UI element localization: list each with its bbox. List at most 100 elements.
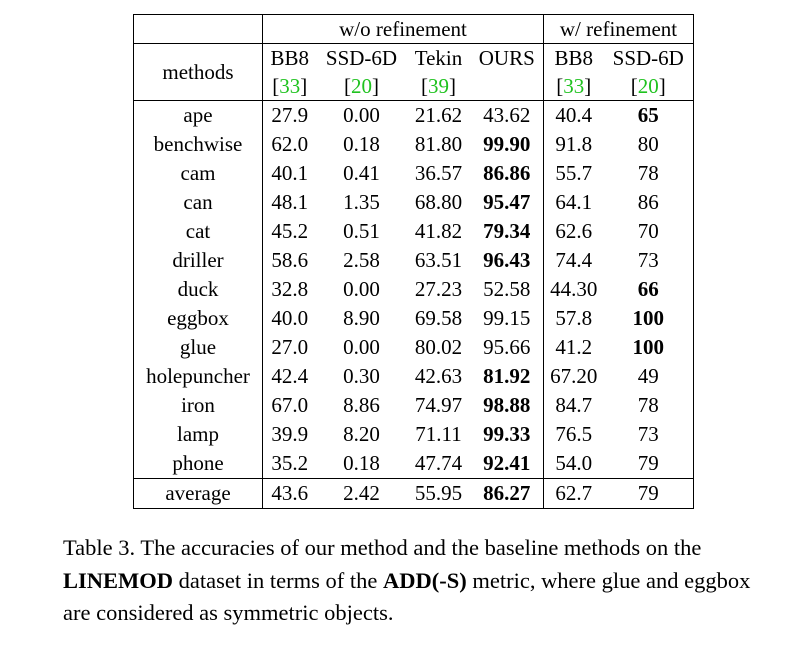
results-table: w/o refinement w/ refinement methods BB8 SSD… [133, 14, 694, 509]
value-cell: 81.80 [414, 132, 463, 156]
caption-text: Table 3. The accuracies of our method an… [63, 535, 702, 560]
method-label: holepuncher [133, 362, 263, 391]
data-row: ape 27.9 0.00 21.62 43.62 40.4 65 [133, 100, 694, 130]
value-cell: 21.62 [414, 103, 463, 127]
column-name: BB8 [270, 46, 309, 70]
value-cell: 0.00 [343, 103, 380, 127]
value-cell: 48.1 [271, 190, 309, 214]
value-cell: 100 [603, 304, 694, 333]
value-cell: 62.7 [543, 478, 604, 509]
value-cell: 62.6 [555, 219, 593, 243]
method-label: lamp [133, 420, 263, 449]
value-cell: 8.90 [343, 306, 380, 330]
value-cell: 76.5 [555, 422, 593, 446]
empty-cell [133, 14, 263, 44]
cite-bracket: [ [556, 74, 564, 98]
value-cell: 80.02 [414, 335, 463, 359]
column-name: OURS [470, 43, 544, 72]
value-cell: 80 [603, 130, 694, 159]
value-cell: 44.30 [550, 277, 598, 301]
value-cell: 81.92 [470, 362, 544, 391]
value-cell: 79 [603, 449, 694, 479]
value-cell: 43.62 [470, 100, 544, 130]
value-cell: 74.97 [414, 393, 463, 417]
value-cell: 39.9 [271, 422, 309, 446]
value-cell: 55.7 [555, 161, 593, 185]
cite-number: 33 [279, 74, 301, 98]
column-cite [470, 72, 544, 101]
value-cell: 0.00 [343, 277, 380, 301]
column-cite: [33] [543, 72, 604, 101]
method-label: average [133, 478, 263, 509]
value-cell: 0.00 [343, 335, 380, 359]
method-label: ape [133, 100, 263, 130]
value-cell: 52.58 [470, 275, 544, 304]
data-row: benchwise 62.0 0.18 81.80 99.90 91.8 80 [133, 130, 694, 159]
cite-number: 20 [351, 74, 372, 98]
data-row: cam 40.1 0.41 36.57 86.86 55.7 78 [133, 159, 694, 188]
cite-bracket: ] [372, 74, 379, 98]
value-cell: 42.4 [271, 364, 309, 388]
method-label: cam [133, 159, 263, 188]
value-cell: 41.82 [414, 219, 463, 243]
header-row: methods BB8 SSD-6D Tekin OURS BB8 SSD-6D [133, 43, 694, 101]
cite-bracket: [ [344, 74, 351, 98]
method-label: driller [133, 246, 263, 275]
method-label: benchwise [133, 130, 263, 159]
column-cite: [20] [316, 72, 407, 101]
value-cell: 99.33 [470, 420, 544, 449]
value-cell: 98.88 [470, 391, 544, 420]
data-row: can 48.1 1.35 68.80 95.47 64.1 86 [133, 188, 694, 217]
value-cell: 92.41 [470, 449, 544, 479]
data-row: lamp 39.9 8.20 71.11 99.33 76.5 73 [133, 420, 694, 449]
cite-bracket: ] [449, 74, 456, 98]
value-cell: 100 [603, 333, 694, 362]
value-cell: 86.27 [470, 478, 544, 509]
value-cell: 0.41 [343, 161, 380, 185]
value-cell: 2.42 [316, 478, 407, 509]
value-cell: 95.47 [470, 188, 544, 217]
value-cell: 40.0 [271, 306, 309, 330]
value-cell: 79.34 [470, 217, 544, 246]
column-name: BB8 [554, 46, 593, 70]
method-label: phone [133, 449, 263, 479]
caption-bold: ADD(-S) [382, 567, 467, 593]
value-cell: 32.8 [271, 277, 309, 301]
value-cell: 86 [603, 188, 694, 217]
method-label: glue [133, 333, 263, 362]
value-cell: 78 [603, 159, 694, 188]
method-label: can [133, 188, 263, 217]
value-cell: 96.43 [470, 246, 544, 275]
value-cell: 55.95 [406, 478, 471, 509]
header-row: w/o refinement w/ refinement [133, 14, 694, 44]
value-cell: 73 [603, 420, 694, 449]
value-cell: 70 [603, 217, 694, 246]
value-cell: 68.80 [414, 190, 463, 214]
header-row: [33] [20] [39] [33] [20] [134, 72, 694, 101]
cite-number: 39 [428, 74, 449, 98]
value-cell: 0.30 [343, 364, 380, 388]
value-cell: 62.0 [271, 132, 309, 156]
value-cell: 47.74 [414, 451, 463, 475]
caption-text: metric, where glue and eggbox are consid… [63, 567, 751, 626]
data-row: cat 45.2 0.51 41.82 79.34 62.6 70 [133, 217, 694, 246]
value-cell: 67.0 [271, 393, 309, 417]
value-cell: 69.58 [414, 306, 463, 330]
value-cell: 49 [603, 362, 694, 391]
value-cell: 67.20 [550, 364, 598, 388]
data-row: phone 35.2 0.18 47.74 92.41 54.0 79 [133, 449, 694, 479]
value-cell: 0.51 [343, 219, 380, 243]
value-cell: 8.20 [343, 422, 380, 446]
value-cell: 27.9 [271, 103, 309, 127]
data-row: iron 67.0 8.86 74.97 98.88 84.7 78 [133, 391, 694, 420]
cite-number: 20 [637, 74, 659, 98]
caption: Table 3. The accuracies of our method an… [63, 532, 783, 630]
value-cell: 2.58 [343, 248, 380, 272]
data-row: glue 27.0 0.00 80.02 95.66 41.2 100 [133, 333, 694, 362]
value-cell: 41.2 [555, 335, 593, 359]
value-cell: 65 [603, 100, 694, 130]
method-label: cat [133, 217, 263, 246]
value-cell: 40.4 [555, 103, 593, 127]
group-header: w/o refinement [262, 14, 544, 44]
